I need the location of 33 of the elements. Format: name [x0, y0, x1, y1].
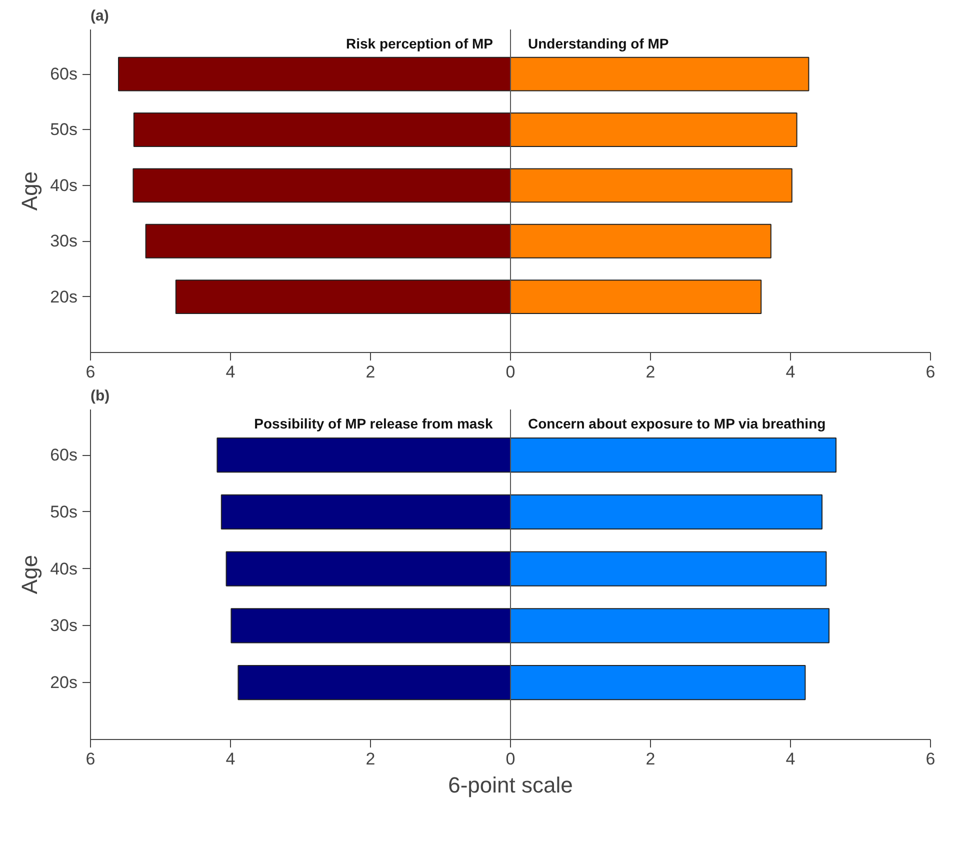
chart-title: (b): [90, 388, 110, 404]
y-tick-label: 20s: [50, 287, 78, 306]
x-tick-label: 4: [786, 750, 796, 768]
x-tick-label: 2: [366, 750, 376, 768]
y-tick-label: 50s: [50, 502, 78, 522]
y-tick-label: 60s: [50, 64, 78, 84]
x-axis-title: 6-point scale: [448, 772, 573, 798]
series-label: Risk perception of MP: [346, 35, 494, 52]
y-tick-label: 30s: [50, 616, 78, 636]
series-label: Understanding of MP: [528, 35, 669, 52]
x-tick-label: 6: [926, 750, 936, 768]
x-tick-label: 4: [786, 362, 796, 382]
y-tick-label: 60s: [50, 446, 78, 465]
y-tick-label: 50s: [50, 120, 78, 140]
chart-title: (a): [90, 8, 109, 24]
y-tick-label: 40s: [50, 559, 78, 578]
x-tick-label: 6: [86, 750, 96, 768]
x-tick-label: 6: [86, 362, 96, 382]
x-tick-label: 0: [506, 362, 516, 382]
y-axis-title: Age: [17, 171, 42, 211]
y-tick-label: 20s: [50, 673, 78, 692]
x-tick-label: 2: [366, 362, 376, 382]
x-tick-label: 0: [506, 750, 516, 768]
y-axis-title: Age: [17, 554, 42, 594]
x-tick-label: 2: [646, 750, 656, 768]
x-tick-label: 6: [926, 362, 936, 382]
x-tick-label: 2: [646, 362, 656, 382]
x-tick-label: 4: [226, 362, 236, 382]
x-tick-label: 4: [226, 750, 236, 768]
y-tick-label: 40s: [50, 176, 78, 195]
y-tick-label: 30s: [50, 232, 78, 251]
series-label: Possibility of MP release from mask: [254, 416, 493, 432]
series-label: Concern about exposure to MP via breathing: [528, 416, 826, 432]
